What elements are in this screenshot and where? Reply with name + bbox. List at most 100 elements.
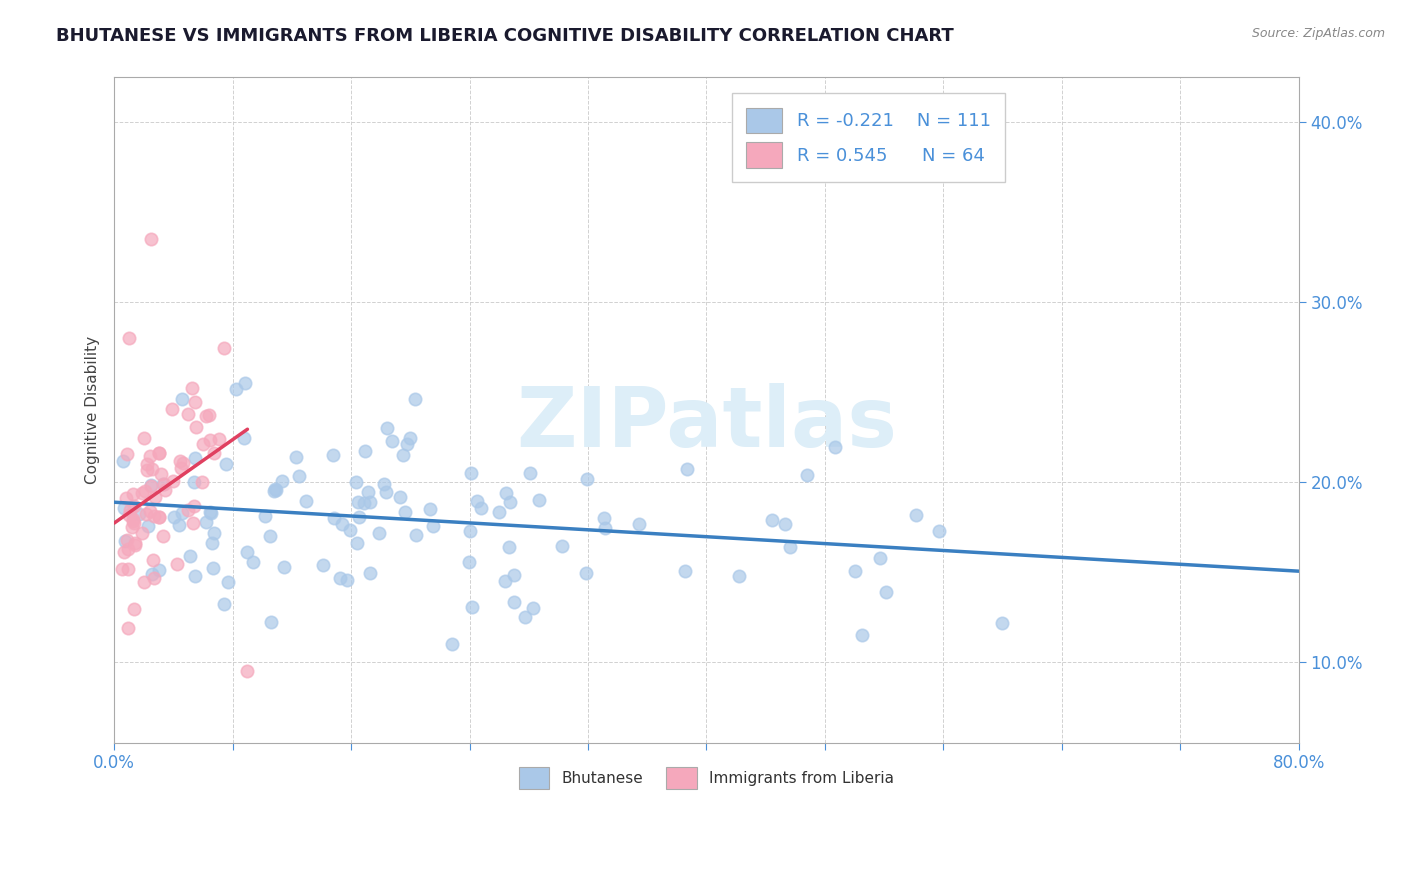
Point xyxy=(323,510,346,524)
Point xyxy=(353,443,375,458)
Point xyxy=(141,479,163,493)
Point xyxy=(775,517,797,532)
Point xyxy=(288,469,311,483)
Point xyxy=(163,509,186,524)
Point xyxy=(242,555,264,569)
Point xyxy=(136,519,159,533)
Point xyxy=(142,571,165,585)
Point xyxy=(330,517,353,532)
Point xyxy=(177,503,200,517)
Point xyxy=(197,408,219,422)
Point xyxy=(676,462,699,476)
Point xyxy=(124,602,146,616)
Point xyxy=(141,232,163,246)
Point xyxy=(236,664,259,678)
Point xyxy=(381,434,404,449)
Text: BHUTANESE VS IMMIGRANTS FROM LIBERIA COGNITIVE DISABILITY CORRELATION CHART: BHUTANESE VS IMMIGRANTS FROM LIBERIA COG… xyxy=(56,27,955,45)
Point xyxy=(329,571,352,585)
Point xyxy=(796,467,818,482)
Point xyxy=(259,529,281,543)
Point xyxy=(148,510,170,524)
Point xyxy=(495,485,517,500)
Point xyxy=(368,526,391,541)
Point xyxy=(142,553,165,567)
Point xyxy=(761,513,783,527)
Point xyxy=(184,420,207,434)
Point xyxy=(200,535,222,549)
Point xyxy=(502,594,524,608)
Point xyxy=(117,541,139,556)
Point xyxy=(488,505,510,519)
Point xyxy=(200,505,222,519)
Point xyxy=(170,392,193,407)
Point xyxy=(494,574,516,588)
Point xyxy=(405,528,427,542)
Point xyxy=(395,437,418,451)
Point xyxy=(422,518,444,533)
Point xyxy=(359,495,381,509)
Point xyxy=(132,431,155,445)
Point xyxy=(375,420,398,434)
Point xyxy=(122,499,145,513)
Point xyxy=(155,483,177,497)
Point xyxy=(162,401,184,416)
Point xyxy=(592,511,614,525)
Point xyxy=(217,575,239,590)
Point xyxy=(136,457,159,471)
Point xyxy=(551,539,574,553)
Y-axis label: Cognitive Disability: Cognitive Disability xyxy=(86,336,100,484)
Point xyxy=(191,475,214,490)
Point xyxy=(169,454,191,468)
Point xyxy=(271,474,294,488)
Point xyxy=(118,331,141,345)
Point xyxy=(461,599,484,614)
Point xyxy=(388,491,411,505)
Point xyxy=(260,615,283,629)
Point xyxy=(135,463,157,477)
Point xyxy=(124,538,146,552)
Point xyxy=(148,510,170,524)
Point xyxy=(152,477,174,491)
Point xyxy=(141,567,163,582)
Point xyxy=(346,536,368,550)
Point xyxy=(131,526,153,541)
Point xyxy=(115,533,138,547)
Point xyxy=(779,540,801,554)
Point xyxy=(195,409,218,424)
Point xyxy=(266,483,288,497)
Point xyxy=(236,545,259,559)
Point xyxy=(503,568,526,582)
Point xyxy=(214,341,236,355)
Point xyxy=(373,476,395,491)
Point xyxy=(339,524,361,538)
Point xyxy=(152,529,174,543)
Point xyxy=(208,432,231,446)
Point xyxy=(869,550,891,565)
Point xyxy=(905,508,928,522)
Point xyxy=(498,541,520,555)
Point xyxy=(824,441,846,455)
Point xyxy=(233,376,256,391)
Point xyxy=(177,407,200,421)
Point xyxy=(131,486,153,500)
Point xyxy=(575,566,598,580)
Point xyxy=(359,566,381,580)
Point xyxy=(336,573,359,587)
Point xyxy=(404,392,426,406)
Point xyxy=(458,524,481,538)
Point xyxy=(148,563,170,577)
Point xyxy=(522,601,544,615)
Point xyxy=(112,501,135,516)
Point xyxy=(200,507,222,521)
Point xyxy=(311,558,333,573)
Point xyxy=(143,491,166,505)
Point xyxy=(202,446,225,460)
Text: ZIPatlas: ZIPatlas xyxy=(516,383,897,464)
Point xyxy=(118,508,141,522)
Point xyxy=(212,597,235,611)
Point xyxy=(122,512,145,526)
Point xyxy=(148,446,170,460)
Point xyxy=(121,519,143,533)
Point xyxy=(399,431,422,445)
Point xyxy=(134,483,156,498)
